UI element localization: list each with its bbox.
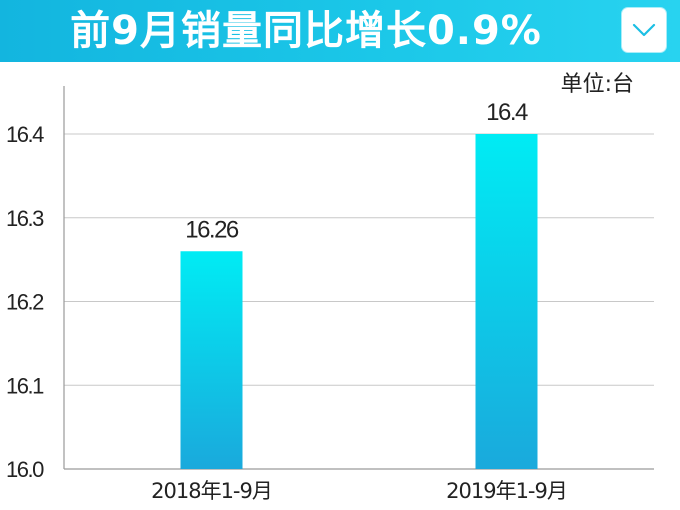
x-tick-label: 2018年1-9月 bbox=[151, 479, 272, 503]
title-bar bbox=[0, 0, 680, 62]
x-tick-label: 2019年1-9月 bbox=[446, 479, 567, 503]
y-tick-label: 16.3 bbox=[6, 206, 44, 231]
y-tick-label: 16.0 bbox=[6, 457, 44, 482]
data-label: 16.4 bbox=[486, 99, 528, 126]
y-tick-label: 16.4 bbox=[6, 122, 44, 147]
y-tick-label: 16.2 bbox=[6, 290, 44, 315]
bar bbox=[180, 251, 243, 469]
bar bbox=[475, 134, 538, 469]
y-tick-label: 16.1 bbox=[6, 373, 44, 398]
data-label: 16.26 bbox=[185, 216, 239, 243]
unit-label: 单位:台 bbox=[560, 72, 634, 97]
dropdown-button[interactable] bbox=[622, 8, 666, 52]
chevron-down-icon bbox=[632, 23, 656, 37]
chart-title: 前9月销量同比增长0.9% bbox=[70, 8, 542, 54]
